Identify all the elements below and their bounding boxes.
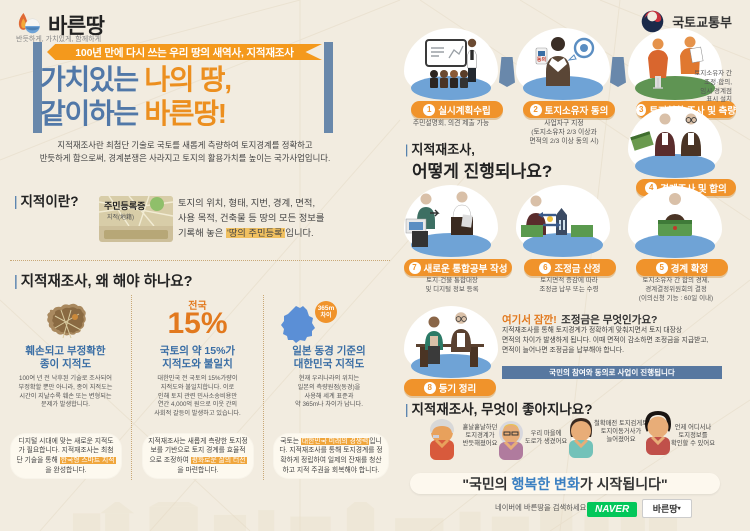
svg-text:차이: 차이 [320, 311, 331, 319]
svg-text:동의: 동의 [537, 56, 547, 63]
svg-text:365m: 365m [318, 305, 335, 312]
